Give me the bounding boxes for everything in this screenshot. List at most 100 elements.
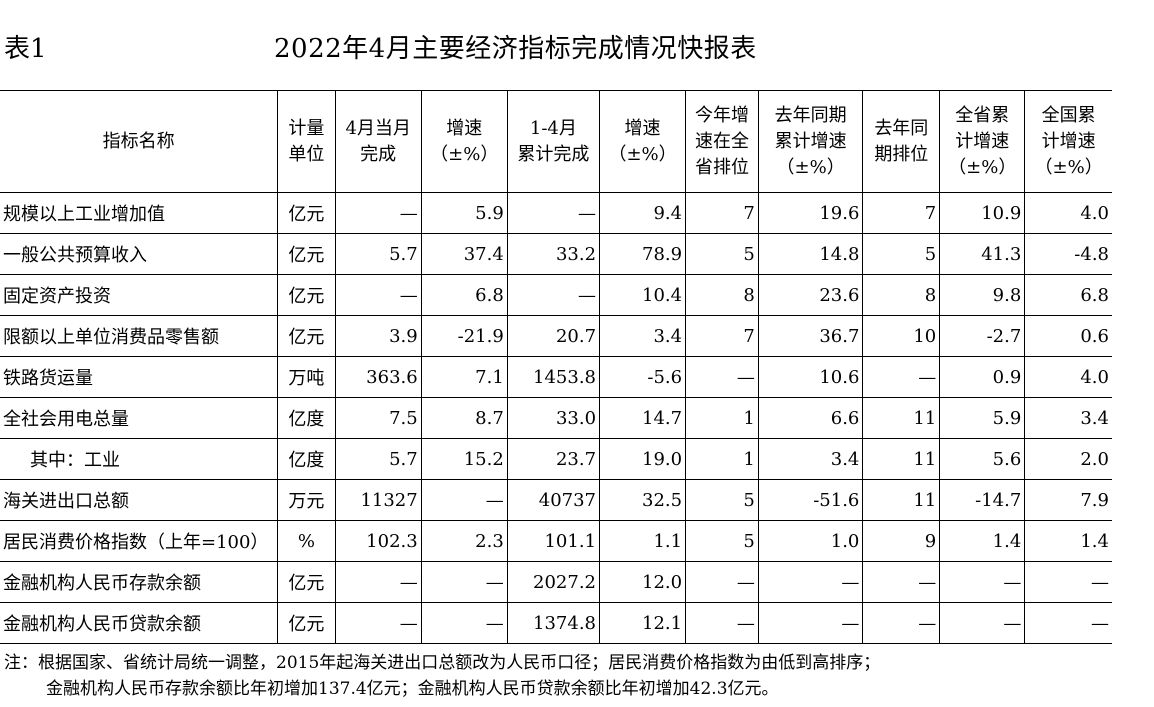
column-header-line: （±%） [430,143,499,165]
value-cell: 10.4 [599,274,687,316]
column-header-line: （±%） [1034,156,1103,178]
column-header-line: 增速 [624,117,661,139]
column-header-line: 速在全 [694,130,749,152]
column-header-0: 指标名称 [0,90,279,193]
value-cell: 78.9 [599,233,687,275]
value-cell: 1.0 [757,520,864,562]
value-cell: 11 [862,397,941,439]
value-cell: 7 [862,192,941,234]
value-cell: 102.3 [334,520,422,562]
value-cell: 8 [685,274,759,316]
value-cell: 1.4 [1024,520,1112,562]
value-cell: 7.9 [1024,479,1112,521]
value-cell: 4.0 [1024,192,1112,234]
value-cell: 7 [685,192,759,234]
value-cell: 1.4 [939,520,1026,562]
indicator-name: 其中：工业 [0,438,279,480]
value-cell: — [685,602,759,644]
value-cell: 5.6 [939,438,1026,480]
value-cell: -4.8 [1024,233,1112,275]
indicator-name: 海关进出口总额 [0,479,279,521]
unit-cell: 亿元 [277,602,336,644]
column-header-3: 增速 （±%） [420,90,508,193]
table-row: 固定资产投资 亿元 —6.8—10.4 8 23.6 8 9.8 6.8 [0,274,1112,316]
unit-cell: 亿元 [277,315,336,357]
value-cell: 23.7 [506,438,601,480]
table-row: 规模以上工业增加值 亿元 —5.9—9.4 7 19.6 7 10.9 4.0 [0,192,1112,234]
value-cell: 5 [685,520,759,562]
indicator-name: 一般公共预算收入 [0,233,279,275]
value-cell: 1.1 [599,520,687,562]
value-cell: 40737 [506,479,601,521]
value-cell: 9 [862,520,941,562]
value-cell: 15.2 [420,438,508,480]
table-header-row: 指标名称 计量 单位 4月当月 完成 增速 （±%） 1-4月 累计完成 增速 （±%） 今年增 速在全… [0,90,1112,193]
value-cell: 6.8 [420,274,508,316]
table-row: 金融机构人民币存款余额 亿元 — —2027.2 12.0— — — — — [0,561,1112,603]
indicator-name: 规模以上工业增加值 [0,192,279,234]
page-title: 2022年4月主要经济指标完成情况快报表 [274,34,757,64]
value-cell: 3.4 [599,315,687,357]
value-cell: 8 [862,274,941,316]
unit-cell: 亿元 [277,561,336,603]
unit-cell: 亿元 [277,192,336,234]
value-cell: 8.7 [420,397,508,439]
value-cell: — [757,561,864,603]
value-cell: 5.9 [939,397,1026,439]
footnotes: 注：根据国家、省统计局统一调整，2015年起海关进出口总额改为人民币口径；居民消… [4,650,880,702]
value-cell: 3.4 [1024,397,1112,439]
value-cell: 363.6 [334,356,422,398]
table-row: 居民消费价格指数（上年=100）% 102.3 2.3 101.1 1.1 5 1.0 9 1.… [0,520,1112,562]
value-cell: — [420,561,508,603]
unit-cell: 万吨 [277,356,336,398]
column-header-6: 今年增 速在全 省排位 [685,90,759,193]
value-cell: — [506,274,601,316]
value-cell: 5.7 [334,438,422,480]
column-header-line: （±%） [608,143,677,165]
column-header-4: 1-4月 累计完成 [506,90,601,193]
value-cell: 14.8 [757,233,864,275]
value-cell: 20.7 [506,315,601,357]
value-cell: 7.5 [334,397,422,439]
table-row: 全社会用电总量 亿度 7.5 8.7 33.0 14.7 1 6.6 11 5.9 3.4 [0,397,1112,439]
column-header-line: （±%） [948,156,1017,178]
column-header-5: 增速 （±%） [599,90,687,193]
column-header-line: 1-4月 [529,117,577,139]
value-cell: — [939,602,1026,644]
value-cell: 33.0 [506,397,601,439]
value-cell: 14.7 [599,397,687,439]
column-header-9: 全省累 计增速 （±%） [939,90,1026,193]
value-cell: 10.9 [939,192,1026,234]
value-cell: — [334,274,422,316]
value-cell: 5.9 [420,192,508,234]
value-cell: 0.9 [939,356,1026,398]
column-header-1: 计量 单位 [277,90,336,193]
value-cell: 3.9 [334,315,422,357]
value-cell: 10.6 [757,356,864,398]
column-header-line: 计量 [288,117,325,139]
unit-cell: 亿元 [277,233,336,275]
unit-cell: 亿度 [277,438,336,480]
value-cell: 2.3 [420,520,508,562]
table-row: 金融机构人民币贷款余额 亿元 — —1374.8 12.1— — — — — [0,602,1112,644]
value-cell: 1453.8 [506,356,601,398]
value-cell: — [1024,561,1112,603]
indicator-name: 铁路货运量 [0,356,279,398]
value-cell: 9.8 [939,274,1026,316]
column-header-8: 去年同 期排位 [862,90,941,193]
value-cell: -14.7 [939,479,1026,521]
indicator-name: 限额以上单位消费品零售额 [0,315,279,357]
column-header-line: 今年增 [694,104,749,126]
value-cell: 11327 [334,479,422,521]
value-cell: 10 [862,315,941,357]
value-cell: — [685,356,759,398]
value-cell: 4.0 [1024,356,1112,398]
column-header-line: 计增速 [1041,130,1096,152]
value-cell: 1 [685,438,759,480]
indicator-name: 金融机构人民币贷款余额 [0,602,279,644]
value-cell: 41.3 [939,233,1026,275]
value-cell: 19.6 [757,192,864,234]
value-cell: — [420,602,508,644]
value-cell: — [506,192,601,234]
table-label: 表1 [4,34,47,64]
